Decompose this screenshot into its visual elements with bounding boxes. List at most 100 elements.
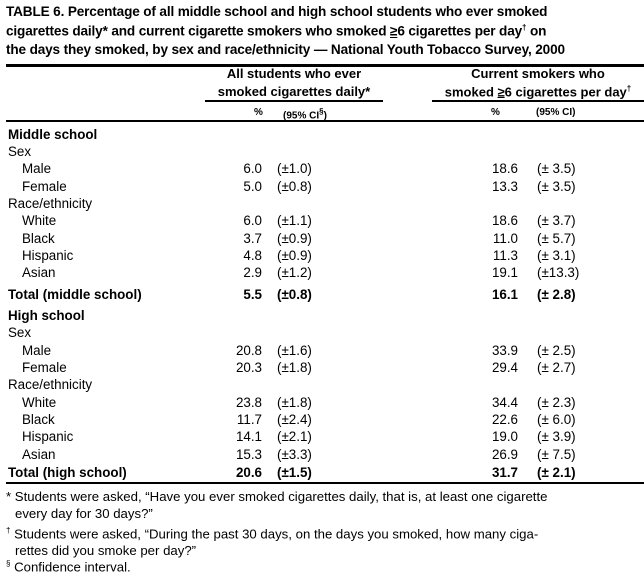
heavy-ci: (± 7.5) [537,447,576,462]
daily-ci: (±0.8) [277,287,312,302]
pct-header-2: % [491,107,500,118]
daily-pct: 20.3 [235,360,262,375]
table-row: White 6.0 (±1.1) 18.6 (± 3.7) [0,213,644,230]
table-title-line2: cigarettes daily* and current cigarette … [6,23,546,39]
row-label: Asian [22,447,56,462]
footnote-mark: § [319,107,324,116]
column-group1-line2: smoked cigarettes daily* [217,84,371,99]
footnote-mark: † [522,23,527,32]
row-label: Black [22,231,55,246]
daily-ci: (±1.0) [277,161,312,176]
heavy-pct: 16.1 [491,287,518,302]
heavy-ci: (± 6.0) [537,412,576,427]
daily-ci: (±1.6) [277,343,312,358]
row-label: Black [22,412,55,427]
daily-pct: 23.8 [235,395,262,410]
daily-pct: 11.7 [236,412,262,427]
title-geq: ≥ [390,23,398,39]
footnote-text: Confidence interval. [10,559,131,575]
footnote-3: § Confidence interval. [6,559,131,574]
table-title-line3: the days they smoked, by sex and race/et… [6,42,565,57]
daily-ci: (±2.4) [277,412,312,427]
heavy-ci: (± 2.7) [537,360,576,375]
section-header: Middle school [0,127,644,144]
footnote-text: Students were asked, “Have you ever smok… [11,489,548,504]
heavy-ci: (± 3.5) [537,161,576,176]
column-group2-line1: Current smokers who [471,66,605,81]
heavy-ci: (± 2.8) [537,287,576,302]
heavy-pct: 11.0 [492,231,518,246]
row-label: Male [22,343,52,358]
table-row: Male 20.8 (±1.6) 33.9 (± 2.5) [0,343,644,360]
group-header: Sex [0,325,644,342]
table-row: Male 6.0 (±1.0) 18.6 (± 3.5) [0,161,644,178]
title-text: on [526,23,547,39]
group-header: Race/ethnicity [0,377,644,394]
table-row: Asian 2.9 (±1.2) 19.1 (±13.3) [0,265,644,282]
daily-ci: (±0.9) [277,248,312,263]
heavy-pct: 11.3 [492,248,518,263]
row-label: Female [22,179,67,194]
table-row: Asian 15.3 (±3.3) 26.9 (± 7.5) [0,447,644,464]
ci-header-1: (95% CI§) [283,107,327,121]
column-group1-line1: All students who ever [226,66,362,81]
heavy-ci: (±13.3) [537,265,580,280]
row-label: Hispanic [22,429,74,444]
heavy-pct: 22.6 [491,412,518,427]
group-header: Race/ethnicity [0,196,644,213]
heavy-ci: (± 2.1) [537,465,576,480]
row-label: Male [22,161,52,176]
section-header: High school [0,308,644,325]
heavy-pct: 19.1 [491,265,518,280]
ci-header-2: (95% CI) [536,107,576,118]
header-text: smoked [444,84,498,100]
daily-ci: (±3.3) [277,447,312,462]
footnote-mark: † [626,84,632,93]
top-rule [6,64,644,67]
footnote-mark: § [6,559,11,568]
daily-ci: (±1.8) [277,395,312,410]
row-label: Asian [22,265,56,280]
daily-pct: 3.7 [243,231,262,246]
footnote-text: Students were asked, “During the past 30… [10,526,539,542]
daily-pct: 15.3 [235,447,262,462]
row-label: White [22,213,57,228]
column-group2-underline [432,100,644,102]
heavy-ci: (± 5.7) [537,231,576,246]
group-header: Sex [0,144,644,161]
column-group2-line2: smoked ≥6 cigarettes per day† [432,84,644,99]
footnote-1-cont: every day for 30 days?” [15,506,153,521]
table-row: Female 5.0 (±0.8) 13.3 (± 3.5) [0,179,644,196]
daily-ci: (±1.5) [277,465,312,480]
table-row: Hispanic 4.8 (±0.9) 11.3 (± 3.1) [0,248,644,265]
row-label: White [22,395,57,410]
pct-header-1: % [254,107,263,118]
daily-pct: 6.0 [243,161,262,176]
daily-pct: 6.0 [243,213,262,228]
heavy-pct: 26.9 [491,447,518,462]
heavy-pct: 29.4 [491,360,518,375]
daily-ci: (±1.1) [277,213,312,228]
row-label: Total (middle school) [8,287,142,302]
column-group1-underline [205,100,383,102]
daily-ci: (±1.2) [277,265,312,280]
footnote-mark: * [6,489,12,504]
heavy-ci: (± 3.7) [537,213,576,228]
table-row: Female 20.3 (±1.8) 29.4 (± 2.7) [0,360,644,377]
heavy-ci: (± 3.9) [537,429,576,444]
table-row: Hispanic 14.1 (±2.1) 19.0 (± 3.9) [0,429,644,446]
row-label: Middle school [8,127,98,142]
header-geq: ≥ [497,84,505,100]
heavy-pct: 13.3 [491,179,518,194]
daily-pct: 5.5 [243,287,262,302]
heavy-pct: 33.9 [491,343,518,358]
row-label: Race/ethnicity [8,196,93,211]
daily-pct: 4.8 [243,248,262,263]
row-label: High school [8,308,85,323]
row-label: Sex [8,325,32,340]
heavy-ci: (± 2.5) [537,343,576,358]
footnote-mark: † [6,526,11,535]
daily-pct: 2.9 [243,265,262,280]
ci-text: (95% CI [283,110,320,122]
